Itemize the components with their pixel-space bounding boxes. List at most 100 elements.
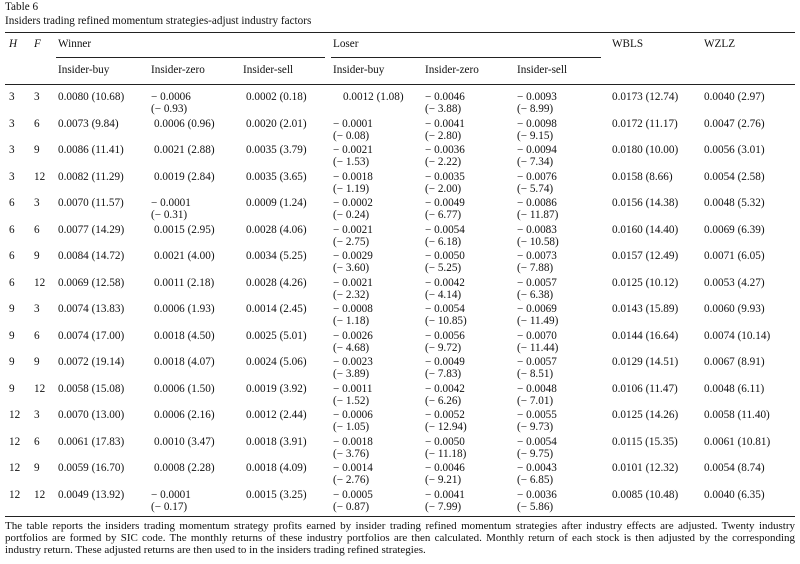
loser-zero-cell: − 0.0041 [425, 117, 465, 130]
loser-zero-cell: − 0.0046 [425, 462, 465, 474]
loser-sell-cell-tstat: (− 6.85) [517, 474, 554, 486]
header-h: H [9, 38, 18, 50]
wbls-cell: 0.0125 (14.26) [612, 409, 679, 421]
loser-sell-cell: − 0.0057 [517, 276, 557, 289]
table-note: The table reports the insiders trading m… [5, 520, 795, 556]
f-cell: 3 [34, 303, 40, 315]
loser-sell-cell-tstat: (− 9.15) [517, 129, 554, 142]
loser-zero-cell: − 0.0042 [425, 382, 465, 395]
loser-zero-cell: − 0.0046 [425, 91, 465, 103]
f-cell: 12 [34, 276, 46, 289]
winner-buy-cell: 0.0086 (11.41) [58, 144, 124, 156]
loser-zero-cell: − 0.0050 [425, 250, 465, 262]
wzlz-cell: 0.0040 (2.97) [704, 91, 765, 103]
loser-sell-cell: − 0.0043 [517, 462, 557, 474]
loser-sell-cell-tstat: (− 11.44) [517, 341, 559, 354]
loser-sell-cell-tstat: (− 5.86) [517, 500, 554, 513]
winner-buy-cell: 0.0080 (10.68) [58, 91, 125, 103]
winner-zero-cell: 0.0021 (4.00) [154, 250, 215, 262]
loser-sell-cell-tstat: (− 9.75) [517, 447, 554, 460]
wbls-cell: 0.0085 (10.48) [612, 488, 679, 501]
loser-zero-cell-tstat: (− 10.85) [425, 315, 467, 327]
wbls-cell: 0.0129 (14.51) [612, 356, 679, 368]
f-cell: 6 [34, 329, 40, 342]
h-cell: 9 [9, 303, 15, 315]
loser-sell-cell-tstat: (− 8.51) [517, 368, 554, 380]
h-cell: 6 [9, 197, 15, 209]
loser-sell-cell: − 0.0094 [517, 144, 557, 156]
winner-zero-cell: 0.0008 (2.28) [154, 462, 215, 474]
loser-buy-cell-tstat: (− 2.32) [333, 288, 370, 301]
loser-sell-cell: − 0.0073 [517, 250, 557, 262]
loser-zero-cell: − 0.0042 [425, 276, 465, 289]
loser-zero-cell: − 0.0049 [425, 356, 465, 368]
loser-zero-cell: − 0.0041 [425, 488, 465, 501]
winner-buy-cell: 0.0070 (13.00) [58, 409, 125, 421]
winner-zero-cell-tstat: (− 0.31) [151, 209, 188, 221]
winner-buy-cell: 0.0061 (17.83) [58, 435, 125, 448]
loser-zero-cell: − 0.0054 [425, 303, 465, 315]
loser-sell-cell-tstat: (− 7.01) [517, 394, 554, 407]
loser-zero-cell-tstat: (− 2.00) [425, 182, 462, 195]
winner-sell-cell: 0.0028 (4.26) [246, 276, 307, 289]
winner-sell-cell: 0.0014 (2.45) [246, 303, 307, 315]
loser-sell-cell: − 0.0054 [517, 435, 557, 448]
f-cell: 12 [34, 488, 46, 501]
loser-buy-cell-tstat: (− 1.19) [333, 182, 370, 195]
wzlz-cell: 0.0053 (4.27) [704, 276, 765, 289]
winner-group-rule [56, 57, 325, 58]
h-cell: 12 [9, 435, 21, 448]
winner-zero-cell-tstat: (− 0.17) [151, 500, 188, 513]
winner-sell-cell: 0.0028 (4.06) [246, 223, 307, 236]
loser-zero-cell: − 0.0052 [425, 409, 465, 421]
wbls-cell: 0.0156 (14.38) [612, 197, 679, 209]
header-winner-insider-sell: Insider-sell [243, 64, 294, 76]
winner-zero-cell: 0.0006 (2.16) [154, 409, 215, 421]
loser-zero-cell-tstat: (− 5.25) [425, 262, 462, 274]
loser-buy-cell-tstat: (− 3.89) [333, 368, 370, 380]
loser-buy-cell: − 0.0018 [333, 435, 373, 448]
h-cell: 3 [9, 170, 15, 183]
winner-buy-cell: 0.0072 (19.14) [58, 356, 125, 368]
f-cell: 9 [34, 356, 40, 368]
winner-zero-cell: 0.0021 (2.88) [154, 144, 215, 156]
loser-buy-cell-tstat: (− 0.87) [333, 500, 370, 513]
f-cell: 6 [34, 435, 40, 448]
wzlz-cell: 0.0069 (6.39) [704, 223, 765, 236]
winner-sell-cell: 0.0025 (5.01) [246, 329, 307, 342]
loser-zero-cell-tstat: (− 7.99) [425, 500, 462, 513]
winner-buy-cell: 0.0084 (14.72) [58, 250, 125, 262]
wbls-cell: 0.0173 (12.74) [612, 91, 679, 103]
h-cell: 9 [9, 356, 15, 368]
loser-zero-cell-tstat: (− 6.26) [425, 394, 462, 407]
loser-buy-cell-tstat: (− 1.05) [333, 421, 370, 433]
wbls-cell: 0.0158 (8.66) [612, 170, 673, 183]
loser-sell-cell: − 0.0069 [517, 303, 557, 315]
f-cell: 9 [34, 462, 40, 474]
loser-buy-cell: − 0.0002 [333, 197, 373, 209]
wzlz-cell: 0.0074 (10.14) [704, 329, 771, 342]
h-cell: 3 [9, 91, 15, 103]
loser-buy-cell: − 0.0008 [333, 303, 373, 315]
loser-buy-cell-tstat: (− 1.53) [333, 156, 370, 168]
loser-zero-cell: − 0.0049 [425, 197, 465, 209]
table-title: Insiders trading refined momentum strate… [5, 14, 312, 27]
loser-sell-cell: − 0.0083 [517, 223, 557, 236]
loser-zero-cell: − 0.0056 [425, 329, 465, 342]
h-cell: 6 [9, 223, 15, 236]
wbls-cell: 0.0143 (15.89) [612, 303, 679, 315]
top-rule [5, 32, 795, 33]
loser-sell-cell-tstat: (− 10.58) [517, 235, 559, 248]
winner-buy-cell: 0.0070 (11.57) [58, 197, 124, 209]
wzlz-cell: 0.0054 (8.74) [704, 462, 765, 474]
winner-zero-cell-tstat: (− 0.93) [151, 103, 188, 115]
f-cell: 3 [34, 197, 40, 209]
header-f: F [34, 38, 41, 50]
wzlz-cell: 0.0060 (9.93) [704, 303, 765, 315]
loser-zero-cell-tstat: (− 11.18) [425, 447, 467, 460]
f-cell: 6 [34, 117, 40, 130]
loser-buy-cell: − 0.0026 [333, 329, 373, 342]
wbls-cell: 0.0125 (10.12) [612, 276, 679, 289]
loser-sell-cell: − 0.0055 [517, 409, 557, 421]
loser-sell-cell-tstat: (− 11.87) [517, 209, 559, 221]
